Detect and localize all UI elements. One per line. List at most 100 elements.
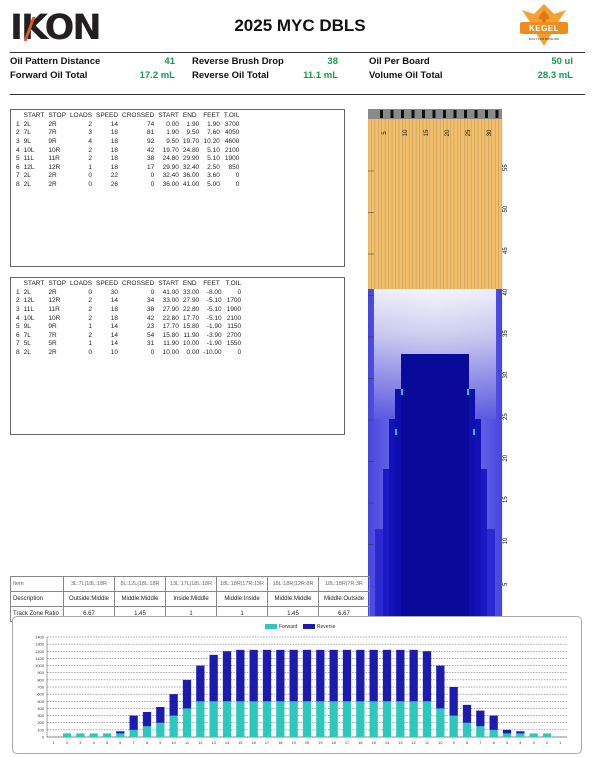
reverse-table-cell: 8 (16, 348, 20, 356)
oil-marker (467, 389, 469, 395)
forward-table-cell: 0 (150, 180, 155, 188)
x-tick-label: 14 (385, 741, 389, 745)
pattern-svg: 5 10 15 20 25 30 55 50 45 40 35 30 25 20 15 10 5 (367, 109, 509, 619)
bar-reverse (249, 649, 258, 702)
zone-table-cell: Middle:Inside (216, 591, 268, 607)
forward-table-cell: 81 (146, 129, 155, 137)
forward-table-cell: 38 (146, 155, 155, 163)
reverse-table-cell: 2 (88, 305, 92, 313)
bar-reverse (369, 649, 378, 702)
x-tick-label: 1 (559, 741, 561, 745)
forward-table-cell: 4050 (224, 129, 240, 137)
reverse-table-cell: 2R (48, 288, 57, 296)
y-tick-label: 300 (37, 713, 44, 718)
bar-forward (89, 733, 98, 737)
x-tick-label: 2 (66, 741, 68, 745)
forward-table-cell: 7.60 (207, 129, 220, 137)
arrow-marker (495, 110, 499, 118)
forward-table-header-cell: START (23, 112, 45, 119)
reverse-table-row: 4 10L 10R 2 18 42 22.80 17.70 -5.10 2100 (14, 314, 243, 323)
bar-forward (129, 729, 138, 737)
forward-table-cell: 41.00 (182, 180, 200, 188)
distance-label: 10 (503, 537, 509, 544)
forward-table-row: 1 2L 2R 2 14 74 0.00 1.90 1.90 3700 (14, 120, 241, 129)
stat-label-reverse-brush-drop: Reverse Brush Drop (192, 56, 284, 67)
reverse-table-cell: 10.00 (162, 348, 179, 356)
forward-table-cell: 0 (235, 172, 240, 180)
arrow-marker (422, 110, 425, 118)
reverse-table-header-cell: START (158, 280, 179, 287)
reverse-table-cell: 0.00 (186, 348, 200, 356)
reverse-table-cell: 10 (110, 348, 119, 356)
forward-table-cell: 2 (16, 129, 20, 137)
reverse-table-cell: 11.90 (183, 331, 200, 339)
forward-table-cell: 0 (235, 180, 240, 188)
distance-label: 5 (503, 582, 509, 586)
zone-table-cell: Middle:Middle (114, 591, 166, 607)
forward-table-cell: 1.90 (166, 129, 179, 137)
y-tick-label: 1300 (35, 642, 45, 647)
forward-table-cell: 1.90 (207, 120, 220, 128)
bar-reverse (409, 649, 418, 702)
distance-label: 20 (503, 454, 509, 461)
forward-oil-table: START STOP LOADS SPEED CROSSED START END FEET T.… (14, 111, 241, 189)
reverse-table-cell: 2100 (226, 314, 242, 322)
forward-table-cell: 1 (16, 120, 20, 128)
forward-table-cell: 2L (23, 120, 31, 128)
reverse-table-cell: 23 (146, 323, 155, 331)
kegel-logo: KEGEL BUILT FOR BOWLING (514, 0, 574, 52)
reverse-table-cell: 2 (88, 297, 92, 305)
forward-table-cell: 7R (48, 129, 57, 137)
oil-marker (395, 429, 397, 435)
x-tick-label: 11 (425, 741, 429, 745)
forward-table-cell: 0 (150, 172, 155, 180)
forward-table-cell: 32.40 (162, 172, 179, 180)
bar-forward (316, 701, 325, 737)
reverse-table-cell: 38 (146, 305, 155, 313)
legend-label-reverse: Reverse (316, 624, 336, 630)
forward-table-cell: 36.00 (162, 180, 179, 188)
zone-table-cell: 3L:7L|18L:18R (63, 576, 115, 592)
forward-table-cell: 42 (146, 146, 155, 154)
x-tick-label: 4 (519, 741, 521, 745)
reverse-table-cell: 7 (16, 340, 20, 348)
bar-forward (76, 733, 85, 737)
distance-label: 45 (503, 247, 509, 254)
bar-reverse (316, 649, 325, 702)
reverse-table-cell: 30 (110, 288, 119, 296)
bar-forward (142, 726, 152, 737)
reverse-table-cell: 2 (88, 314, 92, 322)
arrow-marker (485, 110, 488, 118)
reverse-table-cell: 0 (88, 348, 92, 356)
top-tick-label: 30 (487, 129, 493, 136)
forward-table-cell: 74 (146, 120, 155, 128)
reverse-table-header-cell (14, 279, 22, 288)
y-tick-label: 200 (37, 720, 44, 725)
forward-table-cell: 9.50 (166, 137, 179, 145)
x-tick-label: 14 (225, 741, 229, 745)
bar-reverse (342, 649, 352, 702)
reverse-table-cell: 27.90 (162, 305, 179, 313)
reverse-table-cell: 42 (146, 314, 155, 322)
stat-value-reverse-brush-drop: 38 (327, 56, 338, 67)
stat-value-oil-per-board: 50 ul (551, 56, 573, 67)
distance-label: 25 (503, 413, 509, 420)
bar-forward (156, 722, 165, 737)
forward-table-cell: 0 (88, 180, 92, 188)
forward-table-cell: 10.20 (203, 137, 220, 145)
x-tick-label: 16 (252, 741, 256, 745)
pattern-title: 2025 MYC DBLS (234, 16, 366, 35)
x-tick-label: 17 (265, 741, 269, 745)
bar-forward (262, 701, 272, 737)
forward-table-header-cell: END (182, 112, 197, 119)
reverse-table-row: 2 12L 12R 2 14 34 33.00 27.90 -5.10 1700 (14, 297, 243, 306)
y-tick-label: 900 (37, 670, 44, 675)
bar-reverse (476, 710, 485, 727)
reverse-table-row: 5 9L 9R 1 14 23 17.70 15.80 -1.90 1150 (14, 322, 243, 331)
stats-divider (10, 94, 585, 95)
bar-reverse (502, 729, 512, 734)
reverse-table-box: START STOP LOADS SPEED CROSSED START END FEET T.… (10, 277, 345, 435)
forward-table-cell: 4600 (224, 137, 240, 145)
bar-forward (542, 733, 552, 737)
x-tick-label: 7 (133, 741, 135, 745)
